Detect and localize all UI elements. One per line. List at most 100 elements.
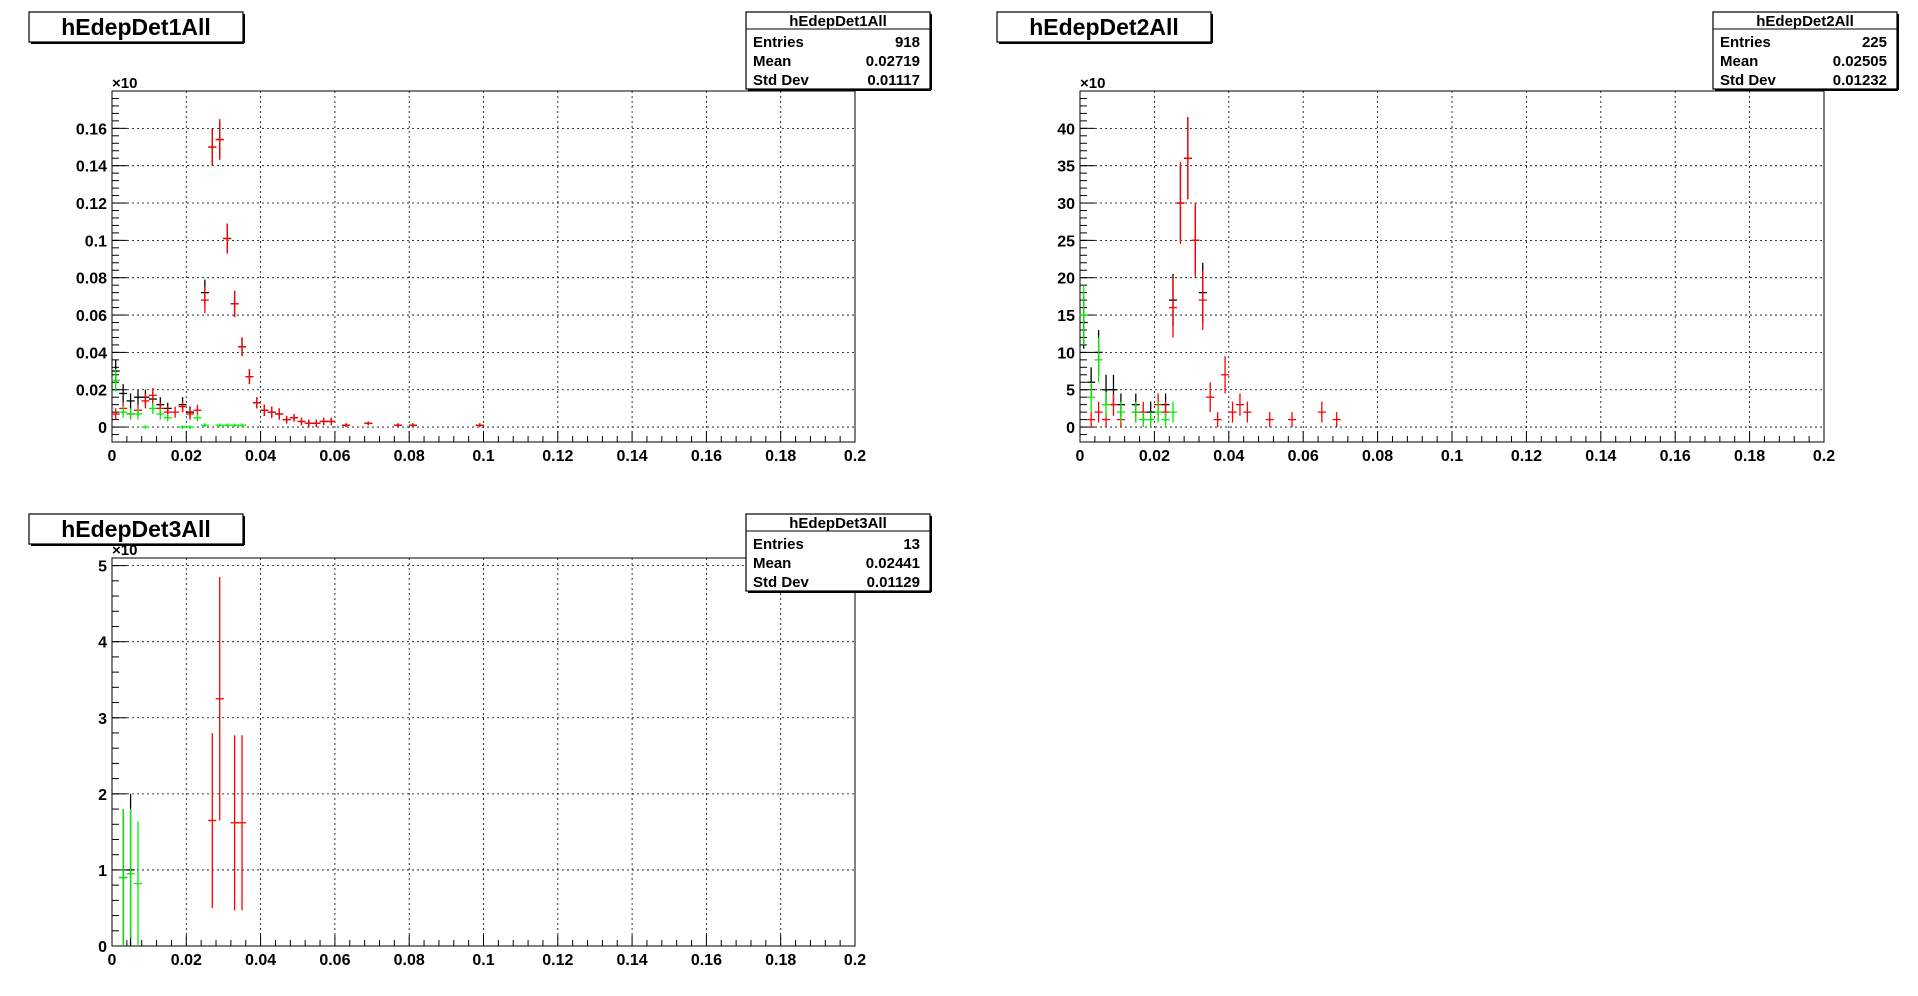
data-point xyxy=(1265,412,1274,428)
data-point xyxy=(215,119,224,161)
stats-label: Mean xyxy=(753,53,791,70)
data-point xyxy=(1332,412,1341,428)
y-tick-label: 0.1 xyxy=(85,233,107,250)
data-point xyxy=(319,417,328,426)
data-point xyxy=(186,425,195,429)
y-tick-label: 0.08 xyxy=(76,271,107,288)
stats-value: 918 xyxy=(895,34,920,51)
data-point xyxy=(178,400,187,413)
data-point xyxy=(408,423,417,428)
stats-label: Entries xyxy=(753,536,804,553)
data-point xyxy=(134,389,143,405)
y-tick-label: 0.14 xyxy=(76,159,107,176)
y-tick-label: 30 xyxy=(1057,196,1075,213)
y-tick-label: 2 xyxy=(98,787,107,804)
stats-label: Mean xyxy=(753,555,791,572)
data-point xyxy=(111,369,120,392)
data-point xyxy=(304,419,313,428)
y-tick-label: 0.06 xyxy=(76,308,107,325)
data-point xyxy=(238,735,247,911)
data-point xyxy=(1176,161,1185,245)
stats-box xyxy=(1712,11,1898,90)
data-point xyxy=(1183,117,1192,200)
data-point xyxy=(364,421,373,426)
x-tick-label: 0.14 xyxy=(1585,448,1616,465)
data-point xyxy=(230,290,239,317)
y-tick-label: 40 xyxy=(1057,121,1075,138)
x-tick-label: 0.2 xyxy=(1813,448,1835,465)
data-point xyxy=(1169,401,1177,423)
x-tick-label: 0.02 xyxy=(171,952,202,969)
data-point xyxy=(252,397,261,409)
x-tick-label: 0.14 xyxy=(617,448,648,465)
data-point xyxy=(111,408,120,420)
chart-panel-2: 0 0.02 0.04 0.06 0.08 0.1 0.12 0.14 0.16 0.18 0.2 0… xyxy=(996,11,1899,465)
stats-value: 0.01117 xyxy=(867,72,920,89)
data-point xyxy=(260,404,269,416)
chart-panel-1: 0 0.02 0.04 0.06 0.08 0.1 0.12 0.14 0.16 0.18 0.2 0… xyxy=(28,11,932,465)
x-tick-label: 0.16 xyxy=(691,448,722,465)
chart-title: hEdepDet3All xyxy=(61,516,211,542)
y-tick-label: 0.12 xyxy=(76,196,107,213)
data-point xyxy=(1169,277,1177,338)
data-point xyxy=(275,408,284,420)
data-point xyxy=(119,406,128,418)
data-point xyxy=(1317,401,1326,423)
series-3 xyxy=(119,809,143,946)
series-2 xyxy=(208,577,247,911)
x-tick-label: 0 xyxy=(1076,448,1085,465)
data-point xyxy=(223,423,232,428)
data-point xyxy=(126,408,135,420)
stats-label: Mean xyxy=(1720,53,1758,70)
data-point xyxy=(223,223,232,254)
chart-panel-3: 0 0.02 0.04 0.06 0.08 0.1 0.12 0.14 0.16 0.18 0.2 0… xyxy=(28,513,932,969)
stats-value: 0.02441 xyxy=(866,555,920,572)
x-tick-label: 0.12 xyxy=(542,952,573,969)
data-point xyxy=(1116,401,1125,423)
stats-value: 0.02505 xyxy=(1833,53,1887,70)
stats-label: Std Dev xyxy=(753,574,810,591)
x-tick-label: 0.08 xyxy=(394,952,425,969)
data-point xyxy=(134,408,143,420)
data-point xyxy=(1109,393,1118,416)
y-tick-label: 0.02 xyxy=(76,383,107,400)
data-point xyxy=(290,413,299,422)
data-point xyxy=(1206,382,1215,413)
y-tick-label: 10 xyxy=(1057,345,1075,362)
data-point xyxy=(1221,356,1230,394)
x-tick-label: 0 xyxy=(108,448,117,465)
y-axis-multiplier: ×10 xyxy=(112,75,137,92)
data-point xyxy=(193,413,202,422)
y-axis-multiplier: ×10 xyxy=(1080,75,1105,92)
data-point xyxy=(1213,412,1222,428)
y-tick-label: 0 xyxy=(1066,420,1075,437)
data-point xyxy=(230,735,239,911)
data-point xyxy=(245,369,254,385)
y-tick-label: 0.04 xyxy=(76,345,107,362)
data-point xyxy=(208,732,217,908)
y-tick-label: 35 xyxy=(1057,159,1075,176)
data-point xyxy=(186,408,195,420)
stats-label: Entries xyxy=(753,34,804,51)
data-point xyxy=(163,413,172,422)
x-tick-label: 0.1 xyxy=(472,952,494,969)
x-tick-label: 0.04 xyxy=(1213,448,1244,465)
x-tick-label: 0.14 xyxy=(617,952,648,969)
x-tick-label: 0.02 xyxy=(1139,448,1170,465)
data-point xyxy=(208,128,217,166)
data-point xyxy=(178,425,187,429)
stats-value: 0.02719 xyxy=(866,53,920,70)
data-point xyxy=(119,384,128,403)
x-tick-label: 0.06 xyxy=(319,448,350,465)
data-point xyxy=(1288,412,1297,428)
x-tick-label: 0.18 xyxy=(1734,448,1765,465)
x-tick-label: 0.16 xyxy=(1660,448,1691,465)
data-point xyxy=(141,393,150,409)
x-tick-label: 0.2 xyxy=(844,448,866,465)
data-point xyxy=(171,406,180,418)
y-tick-label: 4 xyxy=(98,635,107,652)
y-tick-label: 20 xyxy=(1057,271,1075,288)
x-tick-label: 0.04 xyxy=(245,448,276,465)
x-tick-label: 0.1 xyxy=(1441,448,1463,465)
